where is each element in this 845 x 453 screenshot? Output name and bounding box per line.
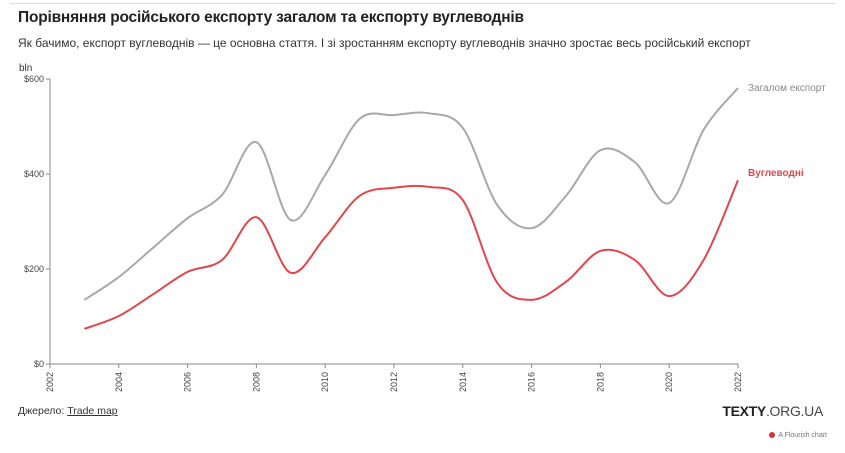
flourish-credit[interactable]: A Flourish chart <box>769 432 827 439</box>
flourish-icon <box>769 432 776 439</box>
x-tick-label: 2004 <box>114 372 124 392</box>
y-axis-label: bln <box>19 63 32 74</box>
chart-subtitle: Як бачимо, експорт вуглеводнів — це осно… <box>18 36 751 50</box>
x-tick-label: 2010 <box>320 372 330 392</box>
credit-text: A Flourish chart <box>778 432 827 439</box>
series-line-1 <box>84 179 739 330</box>
y-tick-label: $400 <box>24 169 44 179</box>
x-tick-label: 2022 <box>733 372 743 392</box>
logo-bold: TEXTY <box>722 403 766 419</box>
texty-logo[interactable]: TEXTY.ORG.UA <box>722 403 823 419</box>
y-tick-label: $0 <box>34 359 44 369</box>
series-label: Загалом експорт <box>748 83 826 94</box>
source-label: Джерело: <box>18 405 65 417</box>
series-label: Вуглеводні <box>748 168 804 179</box>
series-line-0 <box>83 87 739 301</box>
y-tick-label: $600 <box>24 74 44 84</box>
x-tick-label: 2014 <box>458 372 468 392</box>
y-tick-label: $200 <box>24 264 44 274</box>
top-divider <box>10 3 835 4</box>
x-tick-label: 2018 <box>595 372 605 392</box>
x-tick-label: 2012 <box>389 372 399 392</box>
chart-title: Порівняння російського експорту загалом … <box>18 9 524 26</box>
source-link[interactable]: Trade map <box>67 405 118 417</box>
x-tick-label: 2016 <box>527 372 537 392</box>
source-note: Джерело: Trade map <box>18 405 118 417</box>
x-tick-label: 2008 <box>251 372 261 392</box>
line-chart: bln $0 $200 $400 $600 2002 2004 2006 2008 2010 201… <box>19 63 826 392</box>
logo-rest: .ORG.UA <box>765 403 823 419</box>
x-tick-label: 2020 <box>664 372 674 392</box>
x-tick-label: 2006 <box>183 372 193 392</box>
x-tick-label: 2002 <box>45 372 55 392</box>
